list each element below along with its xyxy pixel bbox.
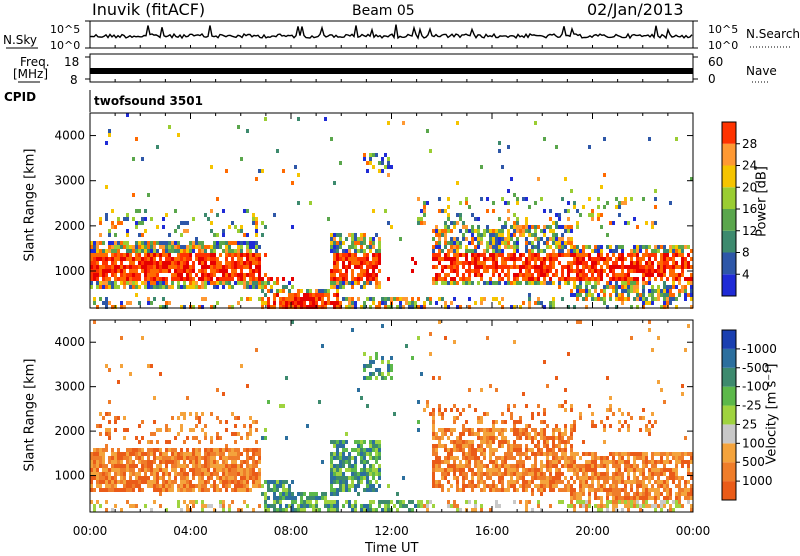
ytick-label: 2000 xyxy=(54,219,85,233)
colorbar-tick-label: 25 xyxy=(742,417,757,431)
nave-tick-top: 60 xyxy=(708,55,724,69)
nsearch-tick-top: 10^5 xyxy=(708,23,739,36)
colorbar-segment xyxy=(722,348,736,368)
colorbar-segment xyxy=(722,252,736,275)
station-title: Inuvik (fitACF) xyxy=(92,0,206,19)
xaxis-label: Time UT xyxy=(365,541,419,556)
xtick-label: 16:00 xyxy=(475,524,510,538)
colorbar-segment xyxy=(722,443,736,463)
colorbar-tick-label: 28 xyxy=(742,137,757,151)
power-colorbar: 4 8 12 16 20 24 28 xyxy=(721,121,757,297)
nsearch-tick-bottom: 10^0 xyxy=(708,39,739,52)
colorbar-segment xyxy=(722,462,736,482)
colorbar-tick-label: 4 xyxy=(742,267,750,281)
ytick-label: 2000 xyxy=(54,424,85,438)
nave-label: Nave xyxy=(746,64,777,78)
colorbar-tick-label: 1000 xyxy=(742,474,773,488)
colorbar-tick-label: 8 xyxy=(742,246,750,260)
colorbar-segment xyxy=(722,367,736,387)
freq-trace xyxy=(90,68,693,74)
xtick-label: 20:00 xyxy=(575,524,610,538)
colorbar-segment xyxy=(722,165,736,188)
colorbar-segment xyxy=(722,481,736,500)
colorbar-segment xyxy=(722,424,736,444)
colorbar-segment xyxy=(722,330,736,349)
power-ylabel: Slant Range [km] xyxy=(22,148,38,262)
velocity-colorbar-label: Velocity [m s⁻¹] xyxy=(764,363,780,465)
colorbar-tick-label: 500 xyxy=(742,455,765,469)
xtick-label: 12:00 xyxy=(374,524,409,538)
colorbar-segment xyxy=(722,209,736,231)
freq-label: Freq. xyxy=(20,55,50,69)
ytick-label: 1000 xyxy=(54,469,85,483)
nsky-tick-bottom: 10^0 xyxy=(50,39,81,52)
nsky-tick-top: 10^5 xyxy=(50,23,81,36)
colorbar-segment xyxy=(722,230,736,253)
colorbar-tick-label: -500 xyxy=(742,361,769,375)
nave-tick-bottom: 0 xyxy=(708,72,716,86)
xtick-label: 00:00 xyxy=(73,524,108,538)
velocity-panel xyxy=(90,320,693,512)
freq-tick-top: 18 xyxy=(64,55,80,69)
nsky-trace xyxy=(89,24,693,40)
colorbar-tick-label: 24 xyxy=(742,159,757,173)
colorbar-segment xyxy=(722,143,736,166)
beam-title: Beam 05 xyxy=(352,3,415,19)
xtick-label: 00:00 xyxy=(676,524,711,538)
colorbar-segment xyxy=(722,405,736,425)
colorbar-tick-label: -25 xyxy=(742,399,762,413)
colorbar-segment xyxy=(722,386,736,406)
freq-tick-bottom: 8 xyxy=(70,73,78,87)
colorbar-segment xyxy=(722,122,736,144)
colorbar-segment xyxy=(722,187,736,209)
colorbar-segment xyxy=(722,274,736,296)
nsky-label: N.Sky xyxy=(3,33,38,47)
freq-unit: [MHz] xyxy=(13,67,49,81)
ytick-label: 4000 xyxy=(54,335,85,349)
colorbar-tick-label: -1000 xyxy=(742,342,777,356)
ytick-label: 3000 xyxy=(54,380,85,394)
date-title: 02/Jan/2013 xyxy=(587,0,684,19)
colorbar-tick-label: 12 xyxy=(742,224,757,238)
power-colorbar-label: Power [dB] xyxy=(754,166,770,237)
colorbar-tick-label: 20 xyxy=(742,180,757,194)
power-panel xyxy=(90,113,693,309)
ytick-label: 1000 xyxy=(54,264,85,278)
velocity-ylabel: Slant Range [km] xyxy=(22,358,38,472)
cpid-label: CPID xyxy=(4,90,37,104)
velocity-colorbar: 1000 500 100 25 -25 -100 -500 -1000 xyxy=(721,329,777,501)
ytick-label: 3000 xyxy=(54,174,85,188)
colorbar-tick-label: 16 xyxy=(742,202,757,216)
cpid-value: twofsound 3501 xyxy=(94,94,203,108)
colorbar-tick-label: 100 xyxy=(742,436,765,450)
nsearch-label: N.Search xyxy=(746,27,800,41)
ytick-label: 4000 xyxy=(54,129,85,143)
xtick-label: 04:00 xyxy=(173,524,208,538)
xtick-label: 08:00 xyxy=(274,524,309,538)
colorbar-tick-label: -100 xyxy=(742,380,769,394)
